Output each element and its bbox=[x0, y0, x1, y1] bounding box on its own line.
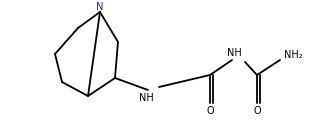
Text: NH: NH bbox=[139, 93, 153, 103]
Text: O: O bbox=[206, 106, 214, 116]
Text: N: N bbox=[96, 2, 104, 12]
Text: NH: NH bbox=[227, 48, 241, 58]
Text: O: O bbox=[253, 106, 261, 116]
Text: NH₂: NH₂ bbox=[284, 50, 302, 60]
